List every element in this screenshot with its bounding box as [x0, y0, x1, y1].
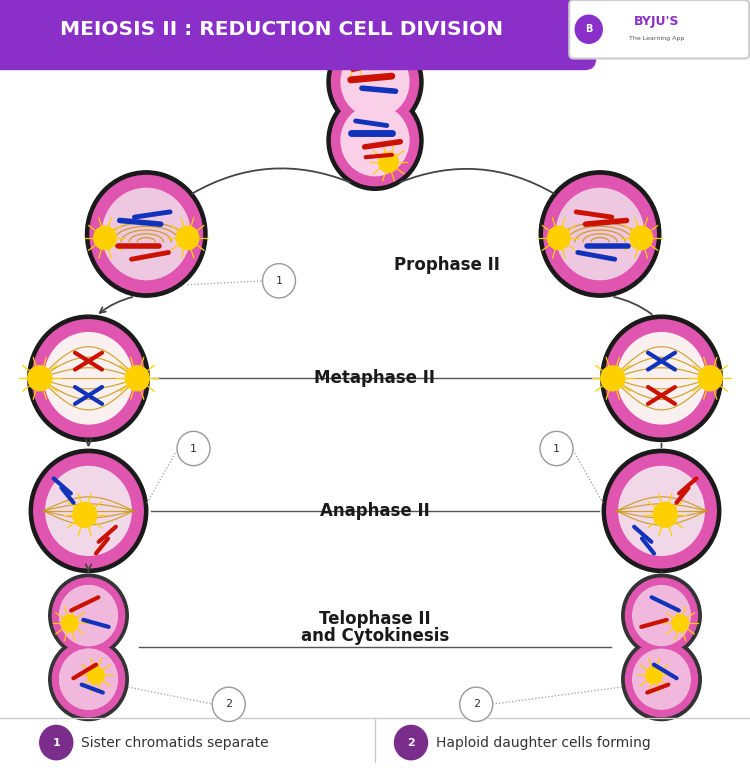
Text: 2: 2 [407, 738, 415, 747]
Text: Telophase II: Telophase II [320, 609, 430, 628]
Circle shape [262, 264, 296, 298]
Circle shape [327, 90, 423, 190]
Circle shape [540, 431, 573, 466]
Circle shape [40, 725, 73, 760]
Circle shape [28, 315, 149, 441]
Circle shape [633, 649, 690, 709]
Circle shape [60, 586, 117, 646]
Circle shape [619, 466, 704, 555]
Circle shape [53, 578, 124, 653]
Circle shape [212, 687, 245, 722]
Circle shape [379, 152, 398, 172]
Circle shape [633, 586, 690, 646]
Circle shape [698, 366, 722, 391]
Circle shape [602, 449, 721, 573]
Circle shape [332, 37, 419, 127]
Text: Metaphase II: Metaphase II [314, 369, 436, 388]
Circle shape [29, 449, 148, 573]
Circle shape [618, 332, 705, 424]
Circle shape [88, 667, 104, 684]
Circle shape [341, 105, 409, 176]
Circle shape [327, 32, 423, 132]
Text: 1: 1 [553, 444, 560, 453]
Text: 1: 1 [53, 738, 60, 747]
Circle shape [630, 226, 652, 250]
Circle shape [176, 226, 199, 250]
Circle shape [125, 366, 149, 391]
Circle shape [622, 574, 701, 657]
Circle shape [646, 667, 662, 684]
Text: BYJU'S: BYJU'S [634, 15, 679, 28]
Circle shape [34, 454, 143, 568]
Circle shape [28, 366, 52, 391]
Circle shape [653, 502, 677, 527]
Circle shape [601, 366, 625, 391]
Circle shape [32, 320, 145, 437]
Text: B: B [585, 24, 592, 34]
Text: MEIOSIS II : REDUCTION CELL DIVISION: MEIOSIS II : REDUCTION CELL DIVISION [60, 20, 503, 39]
Circle shape [94, 226, 116, 250]
Circle shape [53, 642, 124, 717]
Circle shape [672, 615, 688, 632]
Text: The Learning App: The Learning App [628, 36, 684, 41]
Text: 1: 1 [190, 444, 197, 453]
Circle shape [601, 315, 722, 441]
Circle shape [539, 171, 661, 297]
Circle shape [544, 176, 656, 292]
Circle shape [60, 649, 117, 709]
Circle shape [548, 226, 570, 250]
Text: Sister chromatids separate: Sister chromatids separate [81, 736, 268, 750]
Circle shape [605, 320, 718, 437]
Circle shape [622, 638, 701, 721]
Text: Haploid daughter cells forming: Haploid daughter cells forming [436, 736, 651, 750]
Circle shape [86, 171, 207, 297]
Circle shape [332, 95, 419, 186]
Circle shape [177, 431, 210, 466]
Text: 1: 1 [275, 276, 283, 285]
Circle shape [49, 574, 128, 657]
Circle shape [575, 16, 602, 43]
Circle shape [394, 725, 427, 760]
Circle shape [346, 48, 366, 69]
Circle shape [73, 502, 97, 527]
FancyBboxPatch shape [569, 0, 749, 58]
Circle shape [53, 578, 124, 653]
Circle shape [62, 615, 78, 632]
Circle shape [60, 649, 117, 709]
FancyBboxPatch shape [0, 0, 596, 70]
Circle shape [46, 466, 131, 555]
Circle shape [53, 642, 124, 717]
Text: and Cytokinesis: and Cytokinesis [301, 626, 449, 645]
Circle shape [626, 642, 698, 717]
Circle shape [49, 638, 128, 721]
Text: Prophase II: Prophase II [394, 256, 500, 275]
Text: Anaphase II: Anaphase II [320, 502, 430, 520]
Text: 2: 2 [472, 700, 480, 709]
Circle shape [626, 578, 698, 653]
Circle shape [102, 188, 190, 280]
Circle shape [60, 586, 117, 646]
Circle shape [460, 687, 493, 722]
Circle shape [341, 47, 409, 117]
Circle shape [45, 332, 132, 424]
Text: 2: 2 [225, 700, 232, 709]
Circle shape [90, 176, 202, 292]
Circle shape [556, 188, 644, 280]
Circle shape [607, 454, 716, 568]
